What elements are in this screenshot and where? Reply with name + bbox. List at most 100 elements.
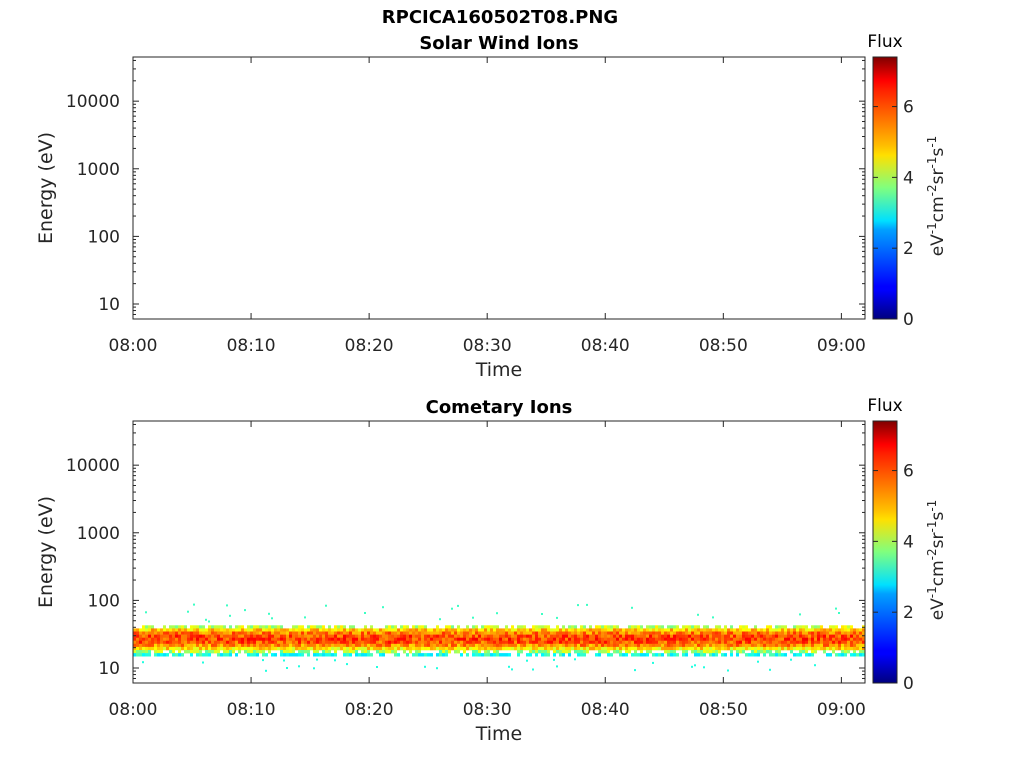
spectrogram-cell — [310, 640, 313, 645]
spectrogram-cell — [712, 634, 715, 638]
spectrogram-cell — [463, 646, 466, 651]
spectrogram-cell — [679, 634, 682, 638]
spectrogram-cell — [253, 628, 256, 632]
spectrogram-cell — [178, 637, 181, 642]
spectrogram-cell — [220, 631, 223, 635]
spectrogram-cell — [253, 625, 256, 629]
spectrogram-cell — [637, 634, 640, 638]
spectrogram-cell — [577, 640, 580, 645]
spectrogram-cell — [442, 634, 445, 638]
spectrogram-cell — [463, 628, 466, 632]
spectrogram-cell — [667, 643, 670, 648]
spectrogram-cell — [862, 628, 865, 632]
spectrogram-cell — [655, 643, 658, 648]
spectrogram-cell — [619, 643, 622, 648]
spectrogram-cell — [505, 631, 508, 635]
spectrogram-cell — [547, 631, 550, 635]
spectrogram-cell — [199, 628, 202, 632]
spectrogram-cell — [613, 640, 616, 645]
spectrogram-cell — [487, 653, 490, 657]
spectrogram-cell — [376, 666, 378, 668]
spectrogram-cell — [520, 637, 523, 642]
spectrogram-cell — [319, 634, 322, 638]
spectrogram-cell — [376, 643, 379, 648]
spectrogram-cell — [331, 637, 334, 642]
spectrogram-cell — [229, 631, 232, 635]
spectrogram-cell — [265, 631, 268, 635]
spectrogram-cell — [517, 646, 520, 651]
spectrogram-cell — [793, 628, 796, 632]
panel-title: Cometary Ions — [426, 397, 573, 418]
spectrogram-cell — [460, 634, 463, 638]
spectrogram-cell — [847, 628, 850, 632]
spectrogram-cell — [133, 650, 136, 654]
spectrogram-cell — [667, 650, 670, 654]
spectrogram-cell — [814, 637, 817, 642]
spectrogram-cell — [460, 631, 463, 635]
spectrogram-cell — [781, 646, 784, 651]
spectrogram-cell — [364, 634, 367, 638]
spectrogram-cell — [217, 631, 220, 635]
spectrogram-cell — [457, 650, 460, 654]
spectrogram-cell — [340, 646, 343, 651]
spectrogram-cell — [706, 631, 709, 635]
spectrogram-cell — [763, 628, 766, 632]
spectrogram-cell — [727, 643, 730, 648]
spectrogram-cell — [685, 643, 688, 648]
spectrogram-cell — [835, 637, 838, 642]
spectrogram-cell — [829, 631, 832, 635]
spectrogram-cell — [799, 653, 802, 657]
spectrogram-cell — [244, 631, 247, 635]
spectrogram-cell — [178, 625, 181, 629]
spectrogram-cell — [553, 634, 556, 638]
spectrogram-cell — [730, 625, 733, 629]
spectrogram-cell — [343, 637, 346, 642]
x-tick-label: 08:40 — [581, 336, 630, 356]
spectrogram-cell — [262, 640, 265, 645]
spectrogram-cell — [745, 625, 748, 629]
spectrogram-cell — [472, 628, 475, 632]
spectrogram-cell — [460, 640, 463, 645]
spectrogram-cell — [817, 643, 820, 648]
spectrogram-cell — [682, 625, 685, 629]
spectrogram-cell — [853, 631, 856, 635]
spectrogram-cell — [592, 646, 595, 651]
spectrogram-cell — [316, 640, 319, 645]
spectrogram-cell — [382, 640, 385, 645]
spectrogram-cell — [394, 628, 397, 632]
spectrogram-cell — [475, 646, 478, 651]
spectrogram-cell — [355, 653, 358, 657]
spectrogram-cell — [208, 643, 211, 648]
spectrogram-cell — [535, 625, 538, 629]
spectrogram-cell — [469, 631, 472, 635]
colorbar-tick-label: 0 — [903, 310, 914, 330]
spectrogram-cell — [355, 634, 358, 638]
spectrogram-cell — [577, 646, 580, 651]
spectrogram-cell — [862, 653, 865, 657]
spectrogram-cell — [781, 637, 784, 642]
spectrogram-cell — [268, 634, 271, 638]
spectrogram-cell — [655, 640, 658, 645]
spectrogram-cell — [136, 634, 139, 638]
spectrogram-cell — [595, 634, 598, 638]
spectrogram-cell — [511, 643, 514, 648]
spectrogram-cell — [778, 640, 781, 645]
spectrogram-cell — [676, 634, 679, 638]
spectrogram-cell — [487, 637, 490, 642]
spectrogram-cell — [778, 634, 781, 638]
spectrogram-cell — [352, 625, 355, 629]
spectrogram-cell — [790, 631, 793, 635]
spectrogram-cell — [451, 625, 454, 629]
spectrogram-cell — [511, 646, 514, 651]
spectrogram-cell — [268, 643, 271, 648]
spectrogram-cell — [334, 640, 337, 645]
spectrogram-cell — [850, 643, 853, 648]
spectrogram-cell — [577, 653, 580, 657]
spectrogram-cell — [769, 631, 772, 635]
spectrogram-cell — [385, 650, 388, 654]
spectrogram-cell — [496, 653, 499, 657]
spectrogram-cell — [349, 628, 352, 632]
spectrogram-cell — [631, 637, 634, 642]
spectrogram-cell — [658, 628, 661, 632]
spectrogram-cell — [208, 628, 211, 632]
